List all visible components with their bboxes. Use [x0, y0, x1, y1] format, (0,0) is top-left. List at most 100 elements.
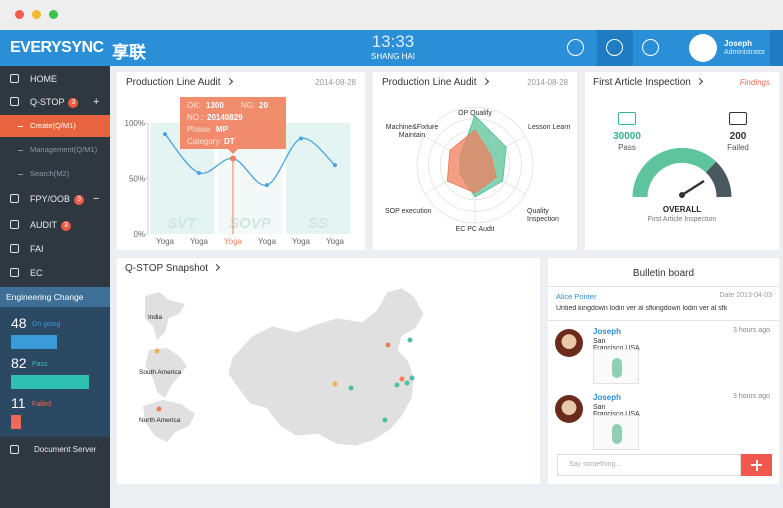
panel-title[interactable]: Production Line Audit [382, 77, 489, 88]
fai-subtitle: First Article Inspection [647, 216, 717, 223]
failed-value: 200 [729, 131, 747, 142]
label: AUDIT 3 [30, 214, 71, 236]
tooltip-text: 20 [259, 101, 268, 110]
icon-settings[interactable] [642, 39, 659, 56]
x-tick-label: Yoga [326, 237, 345, 246]
nav-sub[interactable]: Management(Q/M1) [0, 139, 110, 161]
stat-label: On going [32, 321, 61, 328]
map-dot[interactable] [348, 385, 354, 391]
nav-sub[interactable]: Create(Q/M1) [0, 115, 110, 137]
gauge [632, 147, 732, 198]
stat-value: 11 [11, 395, 26, 411]
nav-qstop[interactable]: Q-STOP 3 + [0, 91, 110, 113]
failed-icon [729, 112, 747, 125]
brand-cn: 享联 [112, 43, 146, 62]
map-dot[interactable] [385, 342, 391, 348]
tooltip-text: NG: [241, 101, 255, 110]
inset-india [145, 292, 185, 340]
toggle[interactable]: − [93, 193, 100, 205]
nav-ec[interactable]: EC [0, 262, 110, 284]
y-tick-label: 0% [133, 230, 145, 239]
title-text: Q-STOP Snapshot [125, 263, 209, 274]
point [230, 155, 236, 162]
max-dot[interactable] [49, 10, 58, 19]
label: Management(Q/M1) [30, 145, 98, 154]
comment-input[interactable]: Say something... [557, 454, 741, 476]
add-button[interactable] [741, 454, 772, 476]
post-name: Joseph [593, 327, 622, 336]
label: HOME [30, 74, 57, 84]
radar-area [446, 129, 497, 194]
icon [10, 445, 19, 454]
stat-label: Pass [32, 361, 48, 368]
plus-v [755, 459, 758, 471]
findings-link[interactable]: Findings [739, 78, 770, 87]
gauge-fill [632, 147, 717, 198]
sidebar: HOME Q-STOP 3 + Create(Q/M1) Management(Q/… [0, 66, 110, 508]
toggle[interactable]: + [93, 96, 100, 108]
tooltip-text: Phase: [187, 125, 212, 134]
point [197, 170, 201, 175]
overall: OVERALL [662, 205, 702, 214]
icon-mail[interactable] [606, 39, 623, 56]
title-text: First Article Inspection [593, 77, 691, 88]
bulletin-panel: Bulletin board Alice Ponter Date 2013-04… [548, 258, 779, 484]
avatar[interactable] [689, 34, 717, 62]
badge: 3 [74, 195, 85, 205]
notice-author[interactable]: Alice Ponter [556, 292, 597, 301]
map-dot[interactable] [409, 375, 415, 381]
brand: EVERYSYNC [10, 39, 104, 56]
map-dot[interactable] [156, 406, 162, 412]
point [299, 136, 303, 141]
x-tick-label: Yoga [224, 237, 243, 246]
panel-title[interactable]: First Article Inspection [593, 77, 703, 88]
x-tick-label: Yoga [292, 237, 311, 246]
icon-print[interactable] [567, 39, 584, 56]
text: Q-STOP [30, 97, 65, 107]
tooltip-text: OK: [187, 101, 201, 110]
map-dot[interactable] [407, 337, 413, 343]
stat-bar [11, 415, 22, 429]
post-time: 3 hours ago [733, 393, 770, 400]
panel-date: 2014-08-28 [315, 78, 356, 87]
title-text: Production Line Audit [126, 77, 221, 88]
map-dot[interactable] [404, 380, 410, 386]
map-dot[interactable] [382, 417, 388, 423]
icon [10, 244, 19, 253]
min-dot[interactable] [32, 10, 41, 19]
header: EVERYSYNC 享联 13:33 SHANG HAI Joseph Admi… [0, 30, 783, 66]
map-dot[interactable] [399, 376, 405, 382]
inset-north-america [143, 400, 195, 442]
nav-audit[interactable]: AUDIT 3 [0, 214, 110, 236]
post-avatar [555, 395, 583, 423]
panel-title[interactable]: Q-STOP Snapshot [125, 263, 221, 274]
nav-home[interactable]: HOME [0, 68, 110, 90]
panel-title[interactable]: Production Line Audit [126, 77, 233, 88]
inset-south-america [145, 348, 187, 398]
map-dot[interactable] [394, 382, 400, 388]
divider [548, 320, 779, 321]
label: FAI [30, 244, 44, 254]
close-dot[interactable] [15, 10, 24, 19]
inset-label: South America [139, 369, 182, 376]
ec-title: Engineering Change [6, 292, 84, 302]
user-menu[interactable] [770, 30, 783, 66]
map-dot[interactable] [154, 348, 160, 354]
dash [18, 126, 23, 127]
window-bar [0, 0, 783, 30]
nav-docs[interactable]: Document Server [0, 439, 110, 461]
china-map [227, 287, 425, 447]
tooltip-text: NO.: [187, 113, 203, 122]
tooltip-box [180, 97, 286, 154]
nav-fai[interactable]: FAI [0, 238, 110, 260]
map-dot[interactable] [332, 381, 338, 387]
nav-fpy[interactable]: FPY/OOB 3− [0, 188, 110, 210]
point [265, 183, 269, 188]
fai-panel: First Article Inspection Findings 30000 … [585, 72, 779, 250]
icon [10, 74, 19, 83]
label: FPY/OOB 3 [30, 188, 85, 210]
nav-sub[interactable]: Search(M2) [0, 163, 110, 185]
